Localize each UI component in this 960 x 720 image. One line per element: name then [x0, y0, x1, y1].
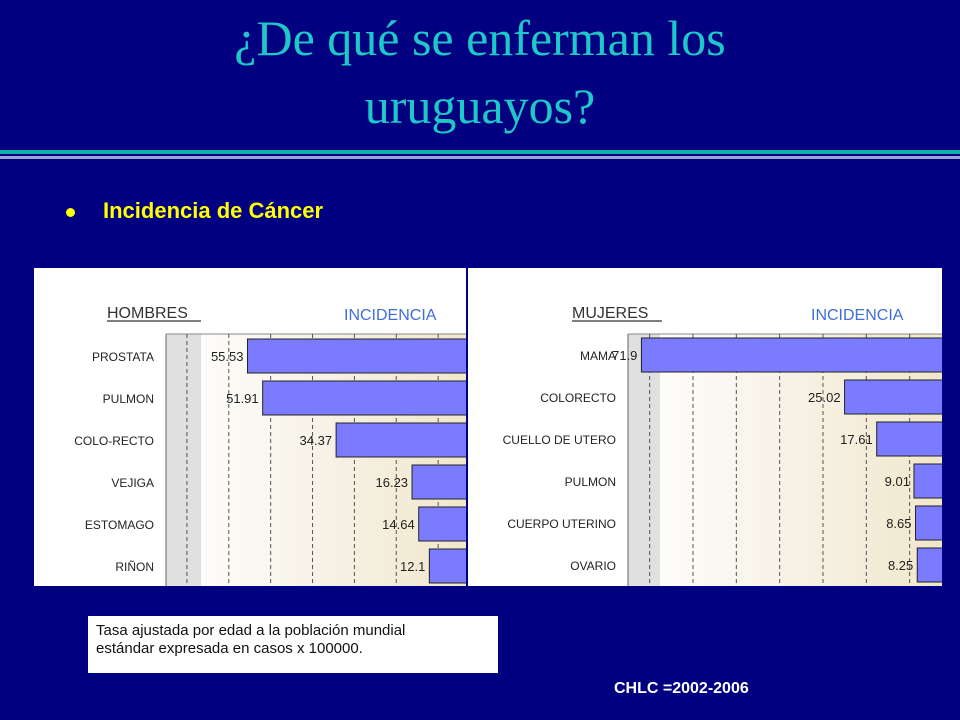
title-divider-lavender — [0, 156, 960, 159]
category-label: PROSTATA — [92, 350, 154, 364]
bar — [916, 547, 942, 583]
title-divider-teal — [0, 150, 960, 154]
category-label: CUERPO UTERINO — [507, 517, 616, 531]
footnote-box: Tasa ajustada por edad a la población mu… — [88, 616, 498, 673]
bar — [876, 421, 942, 457]
data-label: 16.23 — [376, 475, 409, 490]
bar — [428, 548, 466, 584]
value-axis-label: INCIDENCIA — [811, 307, 904, 324]
data-label: 25.02 — [808, 390, 841, 405]
plot-left-band — [166, 334, 201, 586]
category-label: RIÑON — [115, 560, 154, 574]
source-label: CHLC =2002-2006 — [614, 680, 749, 697]
chart-panel-mujeres: MUJERES INCIDENCIA MAMA 71.9 COLORECTO 25.02 C… — [468, 268, 942, 586]
category-label: MAMA — [580, 349, 616, 363]
data-label: 8.65 — [886, 516, 911, 531]
chart-hombres: HOMBRES INCIDENCIA PROSTATA 55.53 PULMON 51.9… — [74, 305, 466, 586]
bar — [913, 463, 942, 499]
category-label: COLORECTO — [540, 391, 616, 405]
chart-title: MUJERES — [572, 305, 648, 322]
bar — [844, 379, 942, 415]
plot-background — [628, 334, 942, 586]
category-label: COLO-RECTO — [74, 434, 154, 448]
data-label: 12.1 — [400, 559, 425, 574]
data-label: 9.01 — [885, 474, 910, 489]
chart-title: HOMBRES — [107, 305, 188, 322]
slide-title-line-1: ¿De qué se enferman los — [234, 10, 726, 66]
data-label: 14.64 — [382, 517, 415, 532]
chart-panel-hombres: HOMBRES INCIDENCIA PROSTATA 55.53 PULMON 51.9… — [34, 268, 466, 586]
data-label: 55.53 — [211, 349, 244, 364]
plot-background — [166, 334, 466, 586]
data-label: 71.9 — [612, 348, 637, 363]
category-label: PULMON — [103, 392, 154, 406]
category-label: ESTOMAGO — [85, 518, 154, 532]
slide-title: ¿De qué se enferman los uruguayos? — [0, 4, 960, 140]
category-label: VEJIGA — [111, 476, 154, 490]
data-label: 17.61 — [840, 432, 873, 447]
category-label: OVARIO — [570, 559, 616, 573]
bar — [915, 505, 942, 541]
bar — [640, 337, 942, 373]
bullet-dot-icon — [66, 208, 75, 217]
data-label: 51.91 — [226, 391, 259, 406]
category-label: CUELLO DE UTERO — [503, 433, 616, 447]
bar — [411, 464, 466, 500]
category-label: PULMON — [565, 475, 616, 489]
value-axis-label: INCIDENCIA — [344, 307, 437, 324]
plot-left-band — [628, 334, 660, 586]
bar — [247, 338, 466, 374]
data-label: 8.25 — [888, 558, 913, 573]
bar — [418, 506, 466, 542]
footnote-line-2: estándar expresada en casos x 100000. — [96, 640, 363, 657]
bar — [262, 380, 466, 416]
footnote-line-1: Tasa ajustada por edad a la población mu… — [96, 622, 406, 639]
bar — [335, 422, 466, 458]
slide-title-line-2: uruguayos? — [364, 78, 596, 134]
bullet-text: Incidencia de Cáncer — [103, 198, 324, 223]
data-label: 34.37 — [300, 433, 333, 448]
